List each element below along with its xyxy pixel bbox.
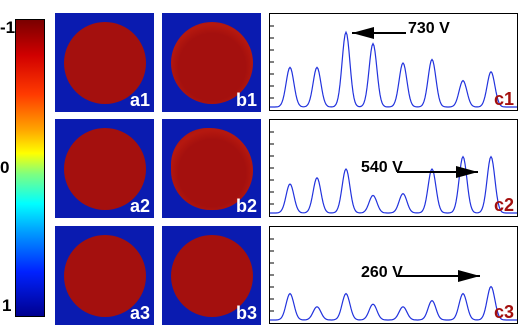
plot-label-c2: c2 (493, 195, 514, 215)
disc (64, 22, 146, 104)
arrow-head (456, 166, 478, 178)
trace-c3 (270, 238, 517, 321)
tile-label: b3 (235, 303, 257, 323)
trace-line (270, 285, 517, 321)
peak-label-c1: 730 V (408, 20, 450, 37)
colorbar-top-label: -1 (0, 18, 16, 37)
trace-line (270, 30, 517, 108)
colorbar-mid-label: 0 (0, 158, 10, 177)
plot-label-c3: c3 (493, 302, 514, 322)
plot-c2: 540 V c2 (269, 119, 518, 217)
disc (64, 128, 146, 210)
colorbar (15, 19, 45, 317)
tile-label: a2 (129, 196, 150, 216)
tile-label: a1 (129, 90, 150, 110)
plot-c3: 260 V c3 (269, 226, 518, 324)
colorbar-bottom-label: 1 (2, 296, 12, 315)
trace-c1 (270, 25, 517, 108)
disc (171, 128, 253, 210)
tile-a2: a2 (55, 119, 154, 218)
tile-a3: a3 (55, 226, 154, 325)
tile-label: b1 (235, 90, 257, 110)
trace-c2 (270, 131, 517, 214)
arrow-head (352, 27, 374, 39)
disc (171, 22, 253, 104)
tile-b1: b1 (162, 13, 261, 112)
trace-line (270, 155, 517, 214)
tile-label: a3 (129, 303, 150, 323)
peak-label-c3: 260 V (361, 264, 403, 281)
disc (64, 235, 146, 317)
plot-label-c1: c1 (493, 89, 514, 109)
tile-label: b2 (235, 196, 257, 216)
plot-c1: 730 V c1 (269, 13, 518, 111)
tile-b2: b2 (162, 119, 261, 218)
tile-a1: a1 (55, 13, 154, 112)
arrow-head (458, 270, 480, 282)
peak-label-c2: 540 V (361, 159, 403, 176)
tile-b3: b3 (162, 226, 261, 325)
disc (171, 235, 253, 317)
